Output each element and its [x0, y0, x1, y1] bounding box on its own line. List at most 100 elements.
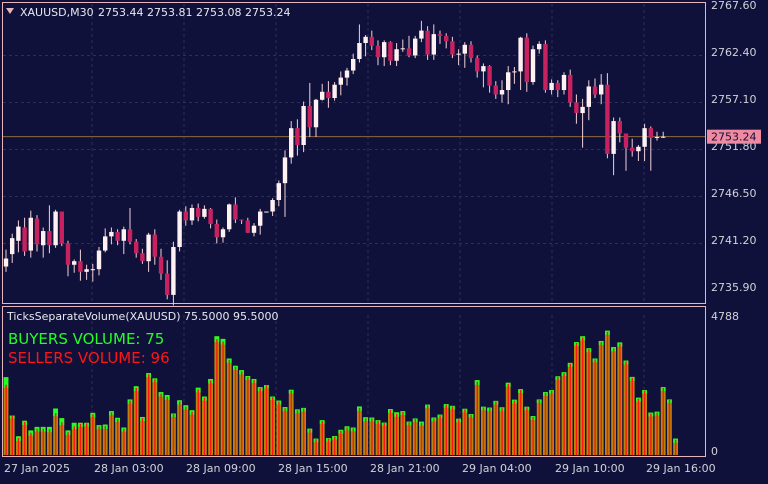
candle-body: [363, 36, 368, 44]
sellers-volume-line: [389, 409, 392, 455]
sellers-volume-line: [619, 343, 621, 455]
buyers-volume-label: BUYERS VOLUME: 75: [8, 330, 164, 348]
candle-body: [332, 84, 337, 99]
buyers-volume-cap: [3, 377, 9, 388]
candle-body: [165, 273, 170, 295]
price-axis-label: 2767.60: [711, 0, 757, 12]
candle-body: [22, 227, 27, 252]
candle-body: [326, 91, 331, 99]
sellers-volume-line: [148, 374, 150, 455]
price-axis-label: 2746.50: [711, 187, 757, 200]
candle-body: [41, 231, 46, 246]
candle-body: [493, 85, 498, 95]
candle-body: [313, 99, 319, 128]
candle-body: [549, 82, 554, 91]
candle-body: [251, 225, 257, 233]
current-price-tag-text: 2753.24: [711, 131, 757, 144]
time-axis-label: 29 Jan 16:00: [646, 462, 716, 475]
sellers-volume-line: [489, 408, 491, 455]
sellers-volume-line: [644, 390, 646, 455]
sellers-volume-line: [303, 408, 305, 455]
candle-body: [47, 231, 52, 246]
sellers-volume-line: [216, 339, 218, 455]
sellers-volume-line: [668, 400, 671, 455]
sellers-volume-line: [358, 407, 361, 455]
sellers-volume-line: [197, 389, 199, 455]
current-price-tag-bg: [707, 129, 761, 144]
candle-body: [586, 86, 591, 107]
time-axis[interactable]: 27 Jan 2025 28 Jan 03:00 28 Jan 09:00 28…: [4, 462, 716, 475]
sellers-volume-line: [526, 407, 528, 455]
sellers-volume-line: [179, 401, 181, 455]
candle-body: [630, 147, 635, 152]
candle-body: [171, 247, 176, 295]
candle-body: [16, 226, 21, 241]
sellers-volume-line: [284, 408, 286, 455]
sellers-volume-line: [172, 414, 175, 455]
sellers-volume-line: [544, 393, 547, 455]
sellers-volume-line: [470, 414, 472, 455]
sellers-volume-line: [290, 390, 292, 455]
candle-body: [617, 121, 622, 134]
candle-body: [450, 41, 455, 55]
candle-body: [320, 91, 325, 100]
candle-body: [109, 231, 114, 237]
sellers-volume-line: [588, 349, 590, 455]
sellers-volume-line: [451, 406, 454, 455]
indicator-title: TicksSeparateVolume(XAUUSD) 75.5000 95.5…: [6, 310, 278, 323]
candle-body: [599, 84, 604, 95]
sellers-volume-line: [377, 420, 379, 455]
triangle-down-icon[interactable]: [6, 8, 14, 14]
sellers-volume-line: [222, 341, 224, 455]
candle-body: [611, 121, 616, 154]
candle-body: [3, 258, 9, 267]
sellers-volume-line: [557, 376, 559, 455]
main-window-frame[interactable]: [2, 2, 706, 304]
sellers-volume-line: [265, 385, 268, 455]
sellers-volume-line: [346, 427, 348, 455]
time-axis-label: 28 Jan 03:00: [94, 462, 164, 475]
sellers-volume-line: [104, 426, 106, 455]
candle-body: [115, 231, 120, 241]
candle-body: [605, 84, 610, 154]
candle-body: [382, 42, 387, 58]
sellers-volume-line: [129, 400, 131, 455]
sellers-volume-line: [315, 439, 317, 455]
sellers-volume-line: [61, 422, 63, 455]
price-axis[interactable]: 2767.60 2762.40 2757.10 2751.80 2746.50 …: [711, 0, 757, 294]
candle-body: [72, 261, 77, 265]
sellers-volume-line: [309, 429, 311, 455]
time-axis-label: 28 Jan 15:00: [278, 462, 348, 475]
candle-body: [636, 146, 641, 152]
indicator-window-frame[interactable]: [2, 306, 706, 457]
candle-body: [580, 106, 585, 114]
sellers-volume-line: [141, 418, 144, 455]
candle-body: [239, 219, 244, 221]
sellers-volume-line: [117, 419, 119, 455]
indicator-axis-min: 0: [711, 445, 718, 458]
sellers-volume-line: [600, 342, 602, 455]
sellers-volume-line: [532, 416, 534, 455]
volume-bars-group: [3, 330, 678, 455]
candle-body: [103, 236, 108, 251]
sellers-volume-line: [123, 428, 125, 455]
sellers-volume-line: [495, 401, 497, 455]
main-grid: [3, 4, 703, 302]
candle-body: [208, 208, 213, 224]
candle-body: [375, 45, 381, 58]
candle-body: [289, 128, 294, 158]
candle-body: [202, 208, 207, 217]
candle-body: [406, 48, 412, 56]
time-axis-label: 29 Jan 04:00: [462, 462, 532, 475]
candle-body: [34, 218, 40, 245]
candle-body: [524, 37, 529, 83]
candle-body: [127, 229, 133, 242]
sellers-volume-line: [191, 411, 193, 455]
indicator-axis-max: 4788: [711, 310, 739, 323]
candle-body: [506, 72, 511, 91]
candle-body: [512, 71, 517, 73]
candle-body: [264, 211, 269, 213]
sellers-volume-line: [569, 363, 571, 455]
candle-body: [65, 243, 71, 265]
